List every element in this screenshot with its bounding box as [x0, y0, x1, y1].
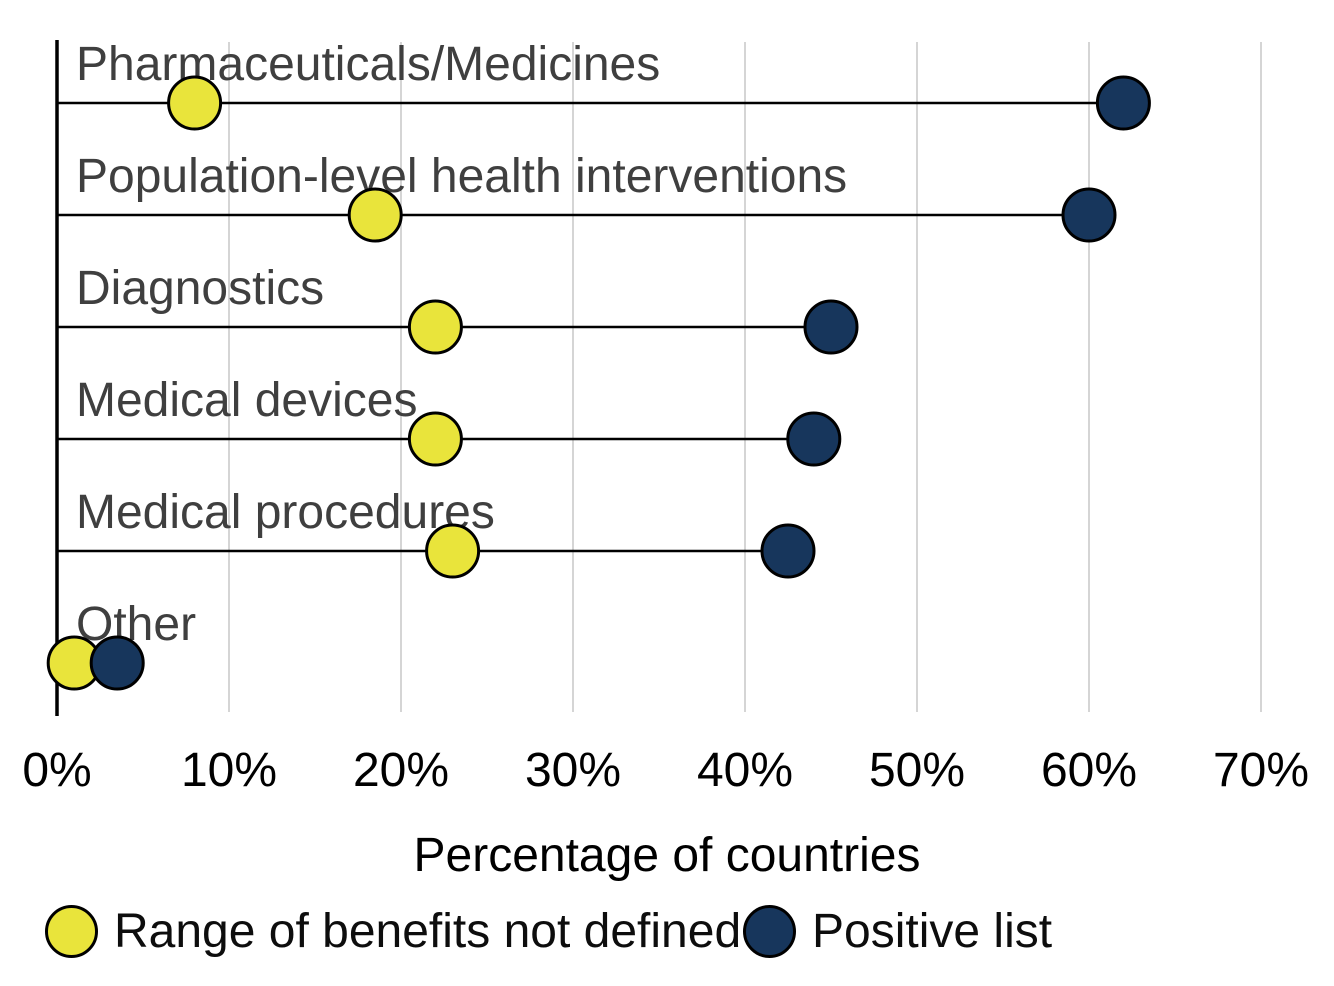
legend-marker-range-not-defined-icon: [45, 905, 98, 958]
x-tick-label-40%: 40%: [697, 744, 793, 790]
category-label: Population-level health interventions: [76, 150, 847, 203]
x-tick-label-70%: 70%: [1213, 744, 1309, 790]
category-label: Medical devices: [76, 374, 417, 427]
legend-label-positive-list: Positive list: [812, 905, 1053, 958]
x-tick-label-20%: 20%: [353, 744, 449, 790]
category-label: Medical procedures: [76, 486, 495, 539]
legend-item-positive-list: Positive list: [743, 905, 1052, 958]
x-tick-label-60%: 60%: [1041, 744, 1137, 790]
lollipop-plot: 0% 10% 20% 30% 40% 50% 60% 70% Pharmaceuticals/M…: [22, 38, 1309, 790]
x-tick-label-50%: 50%: [869, 744, 965, 790]
legend-item-range-not-defined: Range of benefits not defined: [45, 905, 741, 958]
x-tick-label-10%: 10%: [181, 744, 277, 790]
dot-range-not-defined: [407, 299, 463, 355]
x-tick-label-30%: 30%: [525, 744, 621, 790]
legend-marker-positive-list-icon: [743, 905, 796, 958]
dot-positive-list: [1061, 187, 1117, 243]
legend-label-range-not-defined: Range of benefits not defined: [114, 905, 742, 958]
x-tick-label-0%: 0%: [22, 744, 91, 790]
dot-positive-list: [1095, 75, 1151, 131]
dot-range-not-defined: [167, 75, 223, 131]
dot-positive-list: [760, 523, 816, 579]
dot-range-not-defined: [407, 411, 463, 467]
category-label: Diagnostics: [76, 262, 324, 315]
category-label: Other: [76, 598, 196, 651]
dot-positive-list: [89, 635, 145, 691]
dot-range-not-defined: [425, 523, 481, 579]
dot-positive-list: [803, 299, 859, 355]
category-label: Pharmaceuticals/Medicines: [76, 38, 660, 91]
dot-range-not-defined: [347, 187, 403, 243]
x-axis-title: Percentage of countries: [413, 829, 921, 882]
dot-positive-list: [786, 411, 842, 467]
